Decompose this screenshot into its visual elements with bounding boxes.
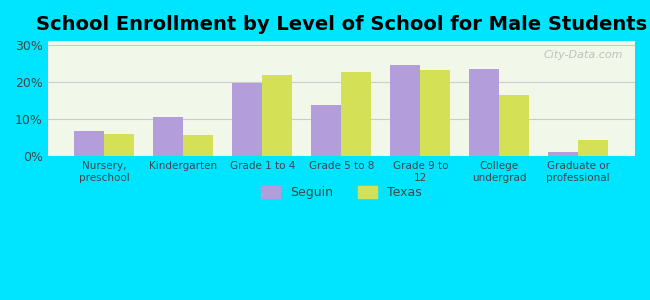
- Bar: [549, 152, 578, 156]
- Bar: [421, 70, 450, 156]
- Bar: [499, 95, 529, 156]
- Bar: [341, 72, 371, 156]
- Title: School Enrollment by Level of School for Male Students: School Enrollment by Level of School for…: [36, 15, 647, 34]
- Bar: [469, 69, 499, 156]
- Bar: [233, 83, 263, 156]
- Bar: [153, 117, 183, 156]
- Bar: [391, 65, 421, 156]
- Bar: [263, 75, 292, 156]
- Text: City-Data.com: City-Data.com: [544, 50, 623, 60]
- Bar: [578, 140, 608, 156]
- Legend: Seguin, Texas: Seguin, Texas: [255, 180, 428, 206]
- Bar: [183, 135, 213, 156]
- Bar: [311, 105, 341, 156]
- Bar: [105, 134, 135, 156]
- Bar: [75, 131, 105, 156]
